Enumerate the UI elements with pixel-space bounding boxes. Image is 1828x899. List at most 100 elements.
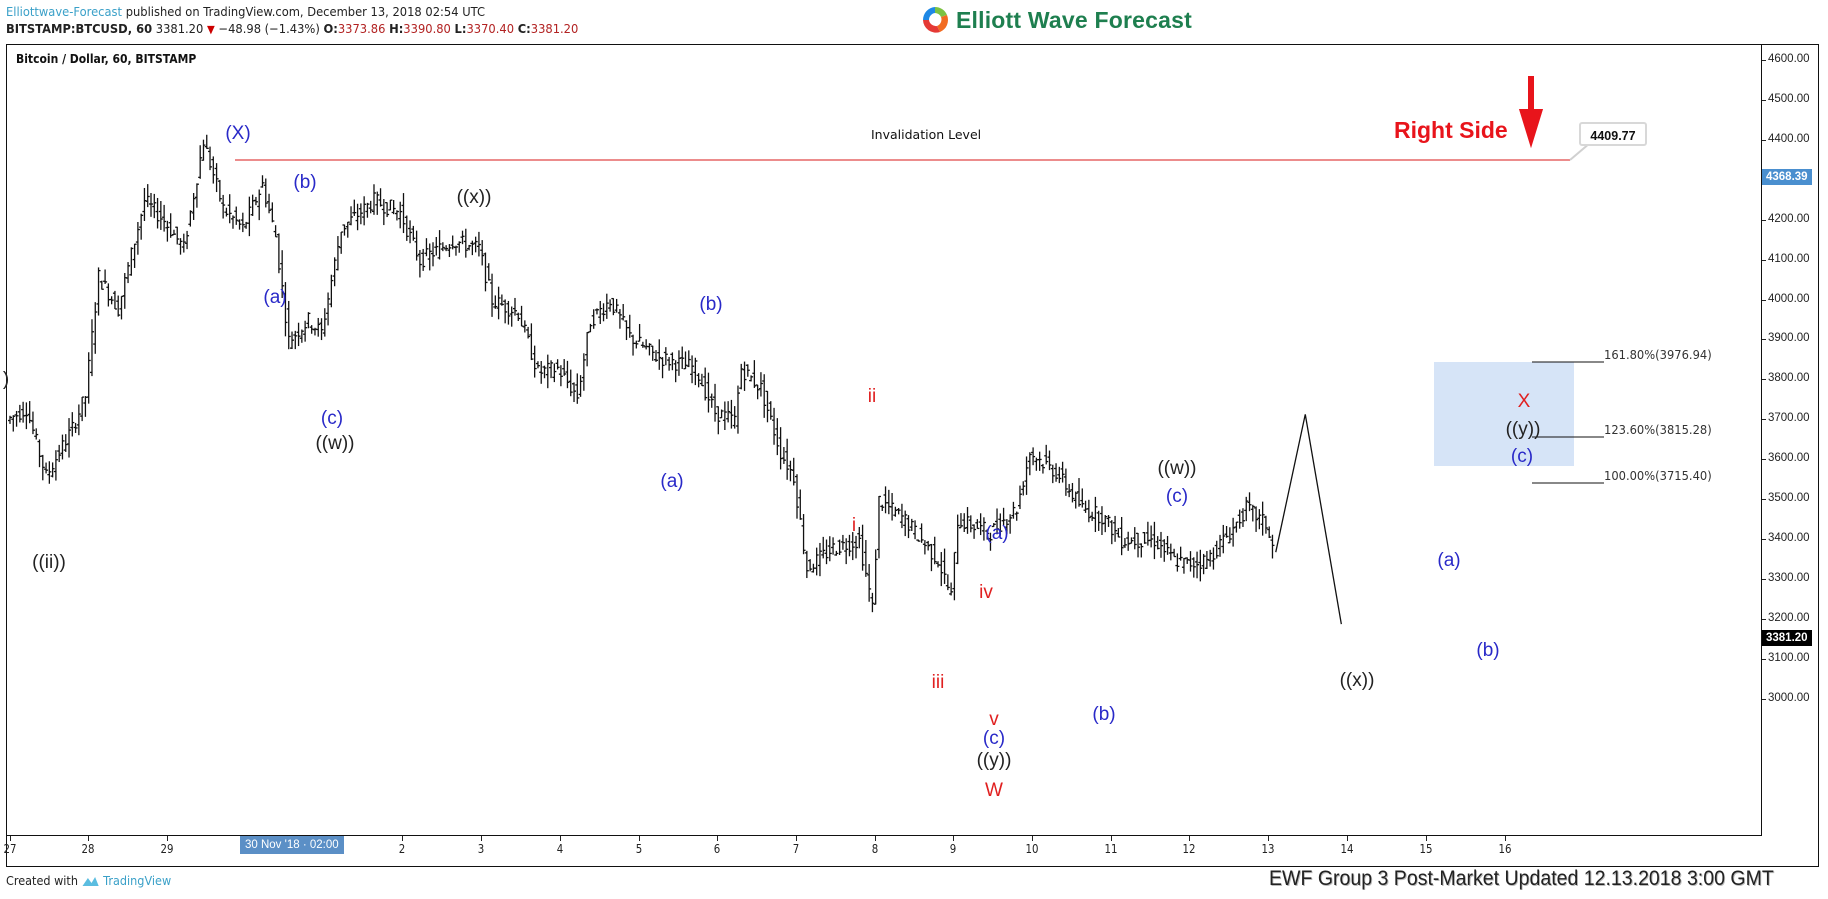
time-tick: 7 <box>792 842 800 856</box>
time-tick: 15 <box>1419 842 1433 856</box>
ewf-logo: Elliott Wave Forecast <box>920 3 1192 37</box>
wave-label: ((x)) <box>1339 670 1375 691</box>
wave-label: (c) <box>1510 446 1534 467</box>
ewf-logo-icon <box>922 7 948 33</box>
wave-label: (b) <box>293 172 317 193</box>
low-value: 3370.40 <box>466 21 515 36</box>
price-tick: 4400.00 <box>1762 132 1810 145</box>
time-tick: 28 <box>81 842 95 856</box>
time-tick: 5 <box>635 842 643 856</box>
time-tick-mark <box>953 836 954 841</box>
time-tick-mark <box>1111 836 1112 841</box>
wave-label: (a) <box>1437 550 1461 571</box>
time-tick-mark <box>1347 836 1348 841</box>
time-tick-mark <box>402 836 403 841</box>
price-tick: 3500.00 <box>1762 492 1810 505</box>
price-tick: 3300.00 <box>1762 572 1810 585</box>
price-tick: 3800.00 <box>1762 372 1810 385</box>
wave-label: iii <box>931 672 945 693</box>
update-stamp: EWF Group 3 Post-Market Updated 12.13.20… <box>1269 867 1774 890</box>
invalidation-value: 4409.77 <box>1579 122 1647 146</box>
wave-label: ((ii)) <box>32 552 66 573</box>
high-label: H: <box>389 21 404 36</box>
time-tick: 29 <box>160 842 174 856</box>
last-price: 3381.20 <box>155 21 204 36</box>
price-tick: 4600.00 <box>1762 52 1810 65</box>
price-tick: 3600.00 <box>1762 452 1810 465</box>
wave-label: (a) <box>660 471 684 492</box>
wave-label: (a) <box>985 523 1009 544</box>
time-tick-mark <box>10 836 11 841</box>
right-side-label: Right Side <box>1394 117 1508 143</box>
wave-label: X <box>1517 391 1531 412</box>
wave-label: (b) <box>1092 704 1116 725</box>
time-tick-mark <box>481 836 482 841</box>
time-tick-mark <box>1426 836 1427 841</box>
time-tick: 27 <box>3 842 17 856</box>
fib-123: 123.60%(3815.28) <box>1604 422 1712 437</box>
time-tick-mark <box>1189 836 1190 841</box>
wave-label: ((y)) <box>1505 419 1541 440</box>
tradingview-logo-icon <box>82 876 99 886</box>
time-tick-mark <box>875 836 876 841</box>
symbol: BITSTAMP:BTCUSD, 60 <box>6 21 153 36</box>
price-tick: 3100.00 <box>1762 652 1810 665</box>
wave-label: (a) <box>263 287 287 308</box>
wave-label: (b) <box>1476 640 1500 661</box>
price-tag-high: 4368.39 <box>1762 169 1812 185</box>
chart-pane[interactable] <box>6 44 1762 836</box>
price-tag-last: 3381.20 <box>1762 630 1812 646</box>
wave-label: ((w)) <box>1157 458 1197 479</box>
target-box <box>1434 362 1574 466</box>
logo-text: Elliott Wave Forecast <box>956 6 1192 33</box>
price-tick: 4100.00 <box>1762 252 1810 265</box>
published-text: published on TradingView.com, December 1… <box>122 4 486 19</box>
time-tick-mark <box>560 836 561 841</box>
time-tick-mark <box>1268 836 1269 841</box>
publish-info: Elliottwave-Forecast published on Tradin… <box>6 4 485 19</box>
time-tick-mark <box>167 836 168 841</box>
wave-label: (c) <box>320 408 344 429</box>
wave-label: W <box>985 780 1003 801</box>
wave-label: i <box>851 515 857 536</box>
time-tick: 10 <box>1025 842 1039 856</box>
time-tick: 6 <box>713 842 721 856</box>
down-arrow-icon: ▼ <box>206 23 215 36</box>
publisher-link[interactable]: Elliottwave-Forecast <box>6 4 123 19</box>
time-tick: 16 <box>1498 842 1512 856</box>
tradingview-link[interactable]: TradingView <box>103 873 172 888</box>
created-with: Created with TradingView <box>6 873 171 888</box>
fib-100: 100.00%(3715.40) <box>1604 468 1712 483</box>
down-arrow-icon <box>1518 76 1544 149</box>
close-label: C: <box>517 21 531 36</box>
time-tick-mark <box>717 836 718 841</box>
price-tick: 3700.00 <box>1762 412 1810 425</box>
time-tick: 4 <box>556 842 564 856</box>
time-tick: 13 <box>1261 842 1275 856</box>
time-tick-mark <box>88 836 89 841</box>
time-tick: 8 <box>871 842 879 856</box>
price-tick: 3400.00 <box>1762 532 1810 545</box>
time-tick: 9 <box>949 842 957 856</box>
ohlc-legend: BITSTAMP:BTCUSD, 60 3381.20 ▼ −48.98 (−1… <box>6 21 578 36</box>
wave-label: (c) <box>982 728 1006 749</box>
change: −48.98 (−1.43%) <box>218 21 320 36</box>
crosshair-time-tag: 30 Nov '18 · 02:00 <box>240 836 344 854</box>
wave-label: v <box>989 709 999 730</box>
time-tick: 11 <box>1104 842 1118 856</box>
time-tick: 12 <box>1182 842 1196 856</box>
wave-label: ii <box>867 386 877 407</box>
wave-label: ((y)) <box>976 750 1012 771</box>
wave-label: (b) <box>699 294 723 315</box>
low-label: L: <box>454 21 467 36</box>
ohlc-bars <box>8 134 1275 613</box>
open-label: O: <box>323 21 338 36</box>
created-with-text: Created with <box>6 873 78 888</box>
invalidation-label: Invalidation Level <box>871 127 982 142</box>
time-tick-mark <box>639 836 640 841</box>
time-tick-mark <box>796 836 797 841</box>
time-tick: 3 <box>477 842 485 856</box>
close-value: 3381.20 <box>530 21 579 36</box>
high-value: 3390.80 <box>403 21 451 36</box>
